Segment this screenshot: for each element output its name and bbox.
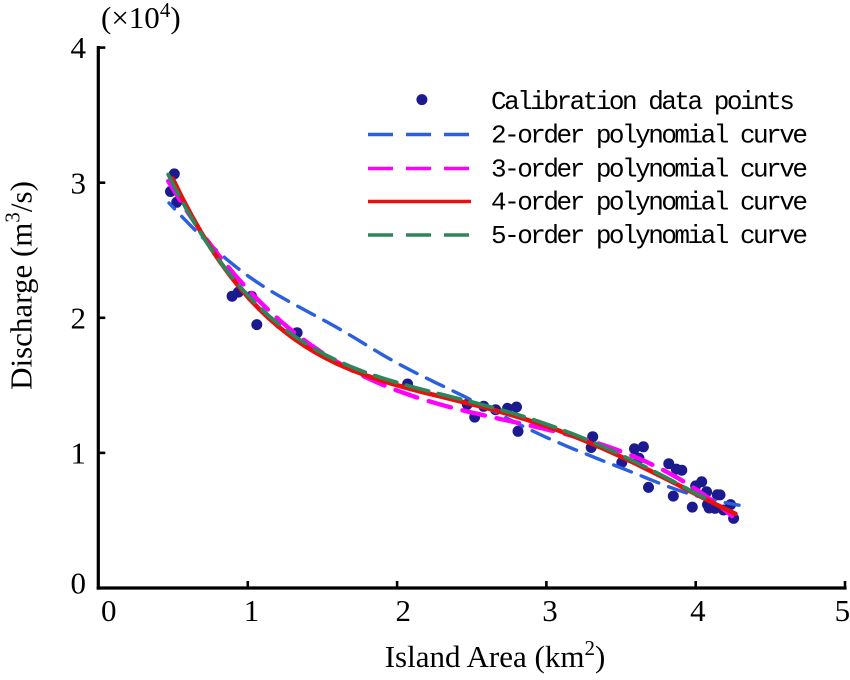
svg-text:Discharge (m3/s): Discharge (m3/s) xyxy=(1,181,39,390)
svg-text:1: 1 xyxy=(71,436,87,471)
svg-text:5-order polynomial curve: 5-order polynomial curve xyxy=(491,221,806,251)
svg-text:4: 4 xyxy=(71,30,87,65)
svg-text:5: 5 xyxy=(835,593,850,628)
svg-text:2: 2 xyxy=(396,593,412,628)
svg-text:0: 0 xyxy=(71,566,87,601)
svg-text:4-order polynomial curve: 4-order polynomial curve xyxy=(491,188,806,218)
svg-text:3: 3 xyxy=(71,165,87,200)
svg-text:4: 4 xyxy=(690,593,706,628)
svg-text:0: 0 xyxy=(101,593,117,628)
svg-text:3-order polynomial curve: 3-order polynomial curve xyxy=(491,155,806,185)
svg-text:2-order polynomial curve: 2-order polynomial curve xyxy=(491,121,806,151)
svg-text:3: 3 xyxy=(542,593,558,628)
svg-text:2: 2 xyxy=(71,300,87,335)
svg-text:Calibration data points: Calibration data points xyxy=(491,87,793,117)
svg-text:Island Area (km2): Island Area (km2) xyxy=(385,636,606,674)
svg-text:1: 1 xyxy=(244,593,260,628)
